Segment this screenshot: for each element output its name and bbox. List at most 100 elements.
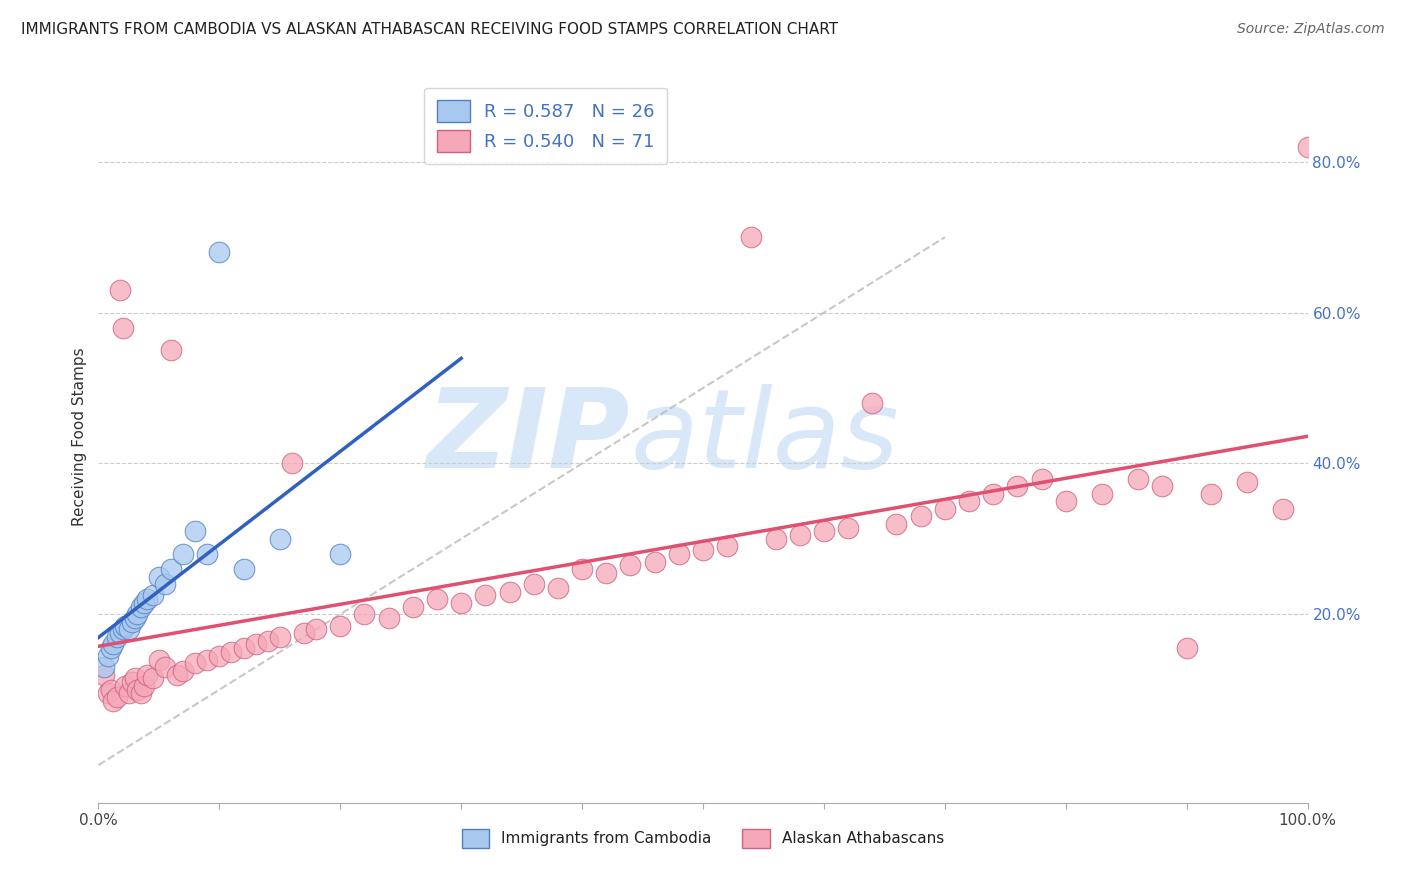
Point [101, 694, 124, 708]
Point [981, 486, 1004, 500]
Point [498, 584, 520, 599]
Point [1152, 479, 1174, 493]
Y-axis label: Receiving Food Stamps: Receiving Food Stamps [72, 348, 87, 526]
Point [910, 509, 932, 524]
Point [129, 599, 152, 614]
Point [305, 623, 328, 637]
Point [148, 569, 170, 583]
Point [108, 283, 131, 297]
Point [108, 626, 131, 640]
Point [1128, 471, 1150, 485]
Point [692, 543, 714, 558]
Point [105, 630, 128, 644]
Point [232, 562, 254, 576]
Point [114, 679, 136, 693]
Point [208, 648, 231, 663]
Point [377, 611, 399, 625]
Point [172, 664, 194, 678]
Point [118, 686, 141, 700]
Point [523, 577, 546, 591]
Point [97, 648, 120, 663]
Point [1091, 486, 1114, 500]
Point [595, 566, 617, 580]
Point [269, 532, 291, 546]
Point [160, 562, 183, 576]
Point [184, 657, 207, 671]
Point [837, 520, 859, 534]
Point [886, 516, 908, 531]
Point [1296, 140, 1319, 154]
Point [195, 547, 218, 561]
Point [100, 641, 122, 656]
Point [127, 607, 149, 622]
Point [134, 596, 156, 610]
Text: IMMIGRANTS FROM CAMBODIA VS ALASKAN ATHABASCAN RECEIVING FOOD STAMPS CORRELATION: IMMIGRANTS FROM CAMBODIA VS ALASKAN ATHA… [21, 22, 838, 37]
Point [153, 660, 176, 674]
Point [329, 618, 352, 632]
Point [221, 645, 243, 659]
Point [957, 494, 980, 508]
Point [450, 596, 472, 610]
Text: Source: ZipAtlas.com: Source: ZipAtlas.com [1237, 22, 1385, 37]
Point [292, 626, 315, 640]
Point [105, 690, 128, 705]
Point [329, 547, 352, 561]
Point [124, 611, 146, 625]
Point [129, 686, 152, 700]
Point [1007, 479, 1029, 493]
Point [232, 641, 254, 656]
Point [353, 607, 375, 622]
Point [1272, 501, 1295, 516]
Text: ZIP: ZIP [427, 384, 630, 491]
Point [135, 667, 157, 681]
Point [172, 547, 194, 561]
Point [93, 660, 115, 674]
Point [644, 554, 666, 568]
Point [402, 599, 425, 614]
Text: atlas: atlas [630, 384, 898, 491]
Point [97, 686, 120, 700]
Point [124, 672, 146, 686]
Point [571, 562, 593, 576]
Point [111, 623, 134, 637]
Point [127, 682, 149, 697]
Point [813, 524, 835, 539]
Point [93, 667, 115, 681]
Point [426, 592, 449, 607]
Point [134, 679, 156, 693]
Point [121, 615, 143, 629]
Point [135, 592, 157, 607]
Point [1175, 641, 1198, 656]
Point [474, 589, 496, 603]
Point [269, 630, 291, 644]
Point [208, 245, 231, 260]
Point [114, 618, 136, 632]
Point [184, 524, 207, 539]
Point [121, 675, 143, 690]
Point [547, 581, 569, 595]
Point [860, 396, 883, 410]
Point [153, 577, 176, 591]
Point [160, 343, 183, 358]
Legend: Immigrants from Cambodia, Alaskan Athabascans: Immigrants from Cambodia, Alaskan Athaba… [456, 822, 950, 854]
Point [100, 682, 122, 697]
Point [668, 547, 690, 561]
Point [142, 672, 165, 686]
Point [281, 457, 304, 471]
Point [934, 501, 956, 516]
Point [1199, 486, 1222, 500]
Point [716, 540, 738, 554]
Point [101, 637, 124, 651]
Point [789, 528, 811, 542]
Point [111, 320, 134, 334]
Point [619, 558, 641, 573]
Point [118, 623, 141, 637]
Point [166, 667, 188, 681]
Point [195, 652, 218, 666]
Point [148, 652, 170, 666]
Point [765, 532, 787, 546]
Point [1054, 494, 1077, 508]
Point [1236, 475, 1258, 490]
Point [245, 637, 267, 651]
Point [142, 589, 165, 603]
